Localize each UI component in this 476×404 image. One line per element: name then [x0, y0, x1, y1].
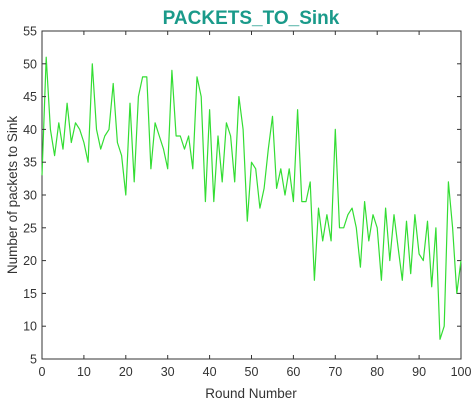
x-tick-label: 50 [245, 365, 259, 379]
y-tick-label: 25 [23, 221, 37, 235]
x-tick-label: 100 [451, 365, 472, 379]
x-tick-label: 30 [161, 365, 175, 379]
y-tick-label: 10 [23, 320, 37, 334]
chart-title: PACKETS_TO_Sink [163, 8, 340, 29]
x-tick-label: 10 [77, 365, 91, 379]
y-tick-label: 35 [23, 156, 37, 170]
x-tick-label: 80 [370, 365, 384, 379]
plot-frame [41, 30, 462, 360]
y-axis: 5 10 15 20 25 30 35 40 45 50 55 [23, 25, 461, 367]
y-axis-label: Number of packets to Sink [5, 116, 20, 275]
x-tick-label: 60 [286, 365, 300, 379]
y-tick-label: 40 [23, 123, 37, 137]
y-tick-label: 55 [23, 25, 37, 39]
y-tick-label: 15 [23, 287, 37, 301]
x-tick-label: 70 [328, 365, 342, 379]
y-tick-label: 45 [23, 90, 37, 104]
plot-area [41, 30, 462, 360]
series-line [41, 56, 462, 340]
y-tick-label: 30 [23, 189, 37, 203]
x-tick-label: 90 [412, 365, 426, 379]
x-tick-label: 0 [39, 365, 46, 379]
y-tick-label: 50 [23, 57, 37, 71]
y-tick-label: 5 [30, 353, 37, 367]
y-tick-label: 20 [23, 254, 37, 268]
x-axis: 0 10 20 30 40 50 60 70 80 90 100 [39, 31, 472, 379]
x-tick-label: 20 [119, 365, 133, 379]
x-axis-label: Round Number [205, 386, 297, 401]
x-tick-label: 40 [203, 365, 217, 379]
